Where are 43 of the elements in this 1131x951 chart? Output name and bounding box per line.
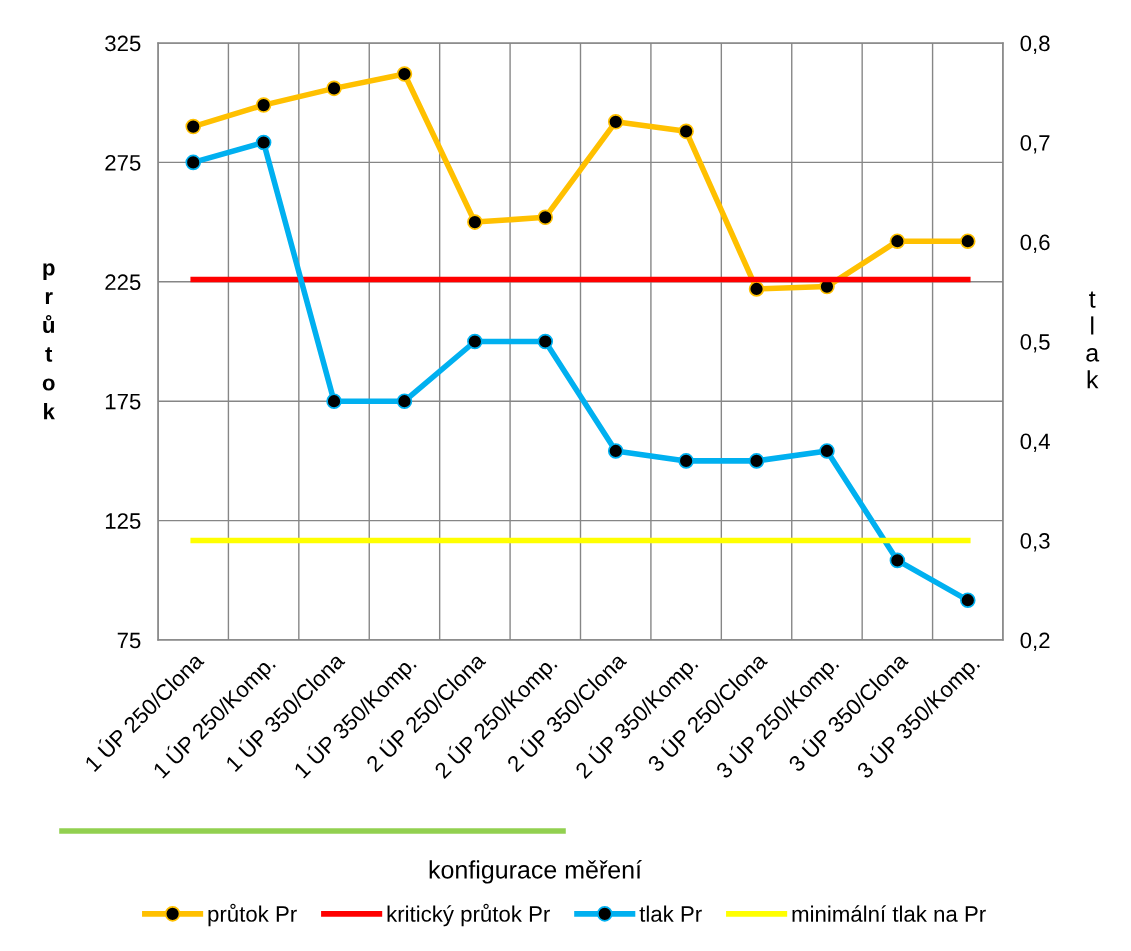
legend-label: minimální tlak na Pr xyxy=(792,905,986,922)
point xyxy=(255,134,272,151)
point xyxy=(607,114,624,130)
point xyxy=(396,66,413,82)
point xyxy=(537,209,554,226)
y2-tick-label: 0,6 xyxy=(1020,234,1050,253)
y2-tick-label: 0,8 xyxy=(1020,35,1050,54)
point xyxy=(326,393,342,409)
y-tick-label: 275 xyxy=(105,154,141,171)
y-tick-label: 325 xyxy=(105,35,141,52)
point xyxy=(326,80,342,97)
point xyxy=(819,443,835,459)
y2-tick-label: 0,2 xyxy=(1020,632,1050,651)
y-tick-label: 125 xyxy=(105,513,141,529)
point xyxy=(185,118,201,135)
point xyxy=(185,154,201,171)
y2-tick-label: 0,7 xyxy=(1020,135,1050,154)
y-axis-title: průtok xyxy=(42,263,55,420)
y2-tick-label: 0,4 xyxy=(1020,433,1050,452)
point xyxy=(748,281,765,297)
y-tick-label: 75 xyxy=(117,632,141,649)
point xyxy=(960,233,976,249)
point xyxy=(678,123,694,140)
point xyxy=(678,453,694,469)
point xyxy=(607,443,624,459)
point xyxy=(889,552,906,569)
point xyxy=(889,233,906,249)
point xyxy=(960,592,976,608)
y2-tick-label: 0,3 xyxy=(1020,533,1050,552)
point xyxy=(537,333,554,350)
point xyxy=(467,333,483,350)
y2-axis-title: tlak xyxy=(1086,291,1100,389)
legend-label: kritický průtok Pr xyxy=(387,903,550,927)
point xyxy=(467,214,483,230)
y-tick-label: 225 xyxy=(105,274,141,291)
legend-label: průtok Pr xyxy=(208,903,297,927)
point xyxy=(255,97,272,113)
y-tick-label: 175 xyxy=(105,393,141,410)
legend-label: tlak Pr xyxy=(639,905,702,922)
y2-tick-label: 0,5 xyxy=(1020,334,1050,353)
point xyxy=(396,393,413,409)
point xyxy=(748,453,765,469)
x-axis-title: konfigurace měření xyxy=(429,860,642,884)
